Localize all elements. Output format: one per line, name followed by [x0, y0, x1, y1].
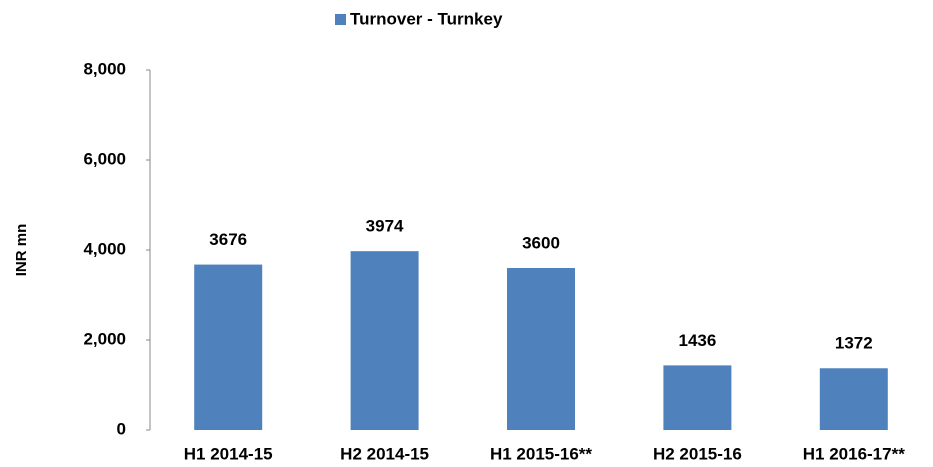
value-label: 3600	[522, 233, 560, 252]
value-label: 1372	[835, 334, 873, 353]
y-tick-label: 4,000	[83, 239, 126, 258]
x-tick-label: H1 2015-16**	[490, 444, 592, 463]
value-label: 1436	[678, 331, 716, 350]
x-tick-label: H2 2015-16	[653, 444, 742, 463]
value-label: 3974	[366, 217, 404, 236]
legend-label: Turnover - Turnkey	[350, 9, 503, 28]
y-axis-label: INR mn	[13, 224, 30, 277]
y-tick-label: 0	[117, 419, 126, 438]
y-tick-label: 8,000	[83, 59, 126, 78]
legend-swatch	[335, 14, 346, 25]
bar	[663, 365, 732, 430]
x-tick-label: H1 2016-17**	[803, 444, 905, 463]
bar	[819, 368, 888, 430]
bar	[194, 264, 263, 430]
y-tick-label: 6,000	[83, 149, 126, 168]
bar	[350, 251, 419, 430]
y-tick-label: 2,000	[83, 329, 126, 348]
x-tick-label: H1 2014-15	[184, 444, 273, 463]
value-label: 3676	[209, 230, 247, 249]
bar	[507, 268, 575, 430]
x-tick-label: H2 2014-15	[340, 444, 429, 463]
